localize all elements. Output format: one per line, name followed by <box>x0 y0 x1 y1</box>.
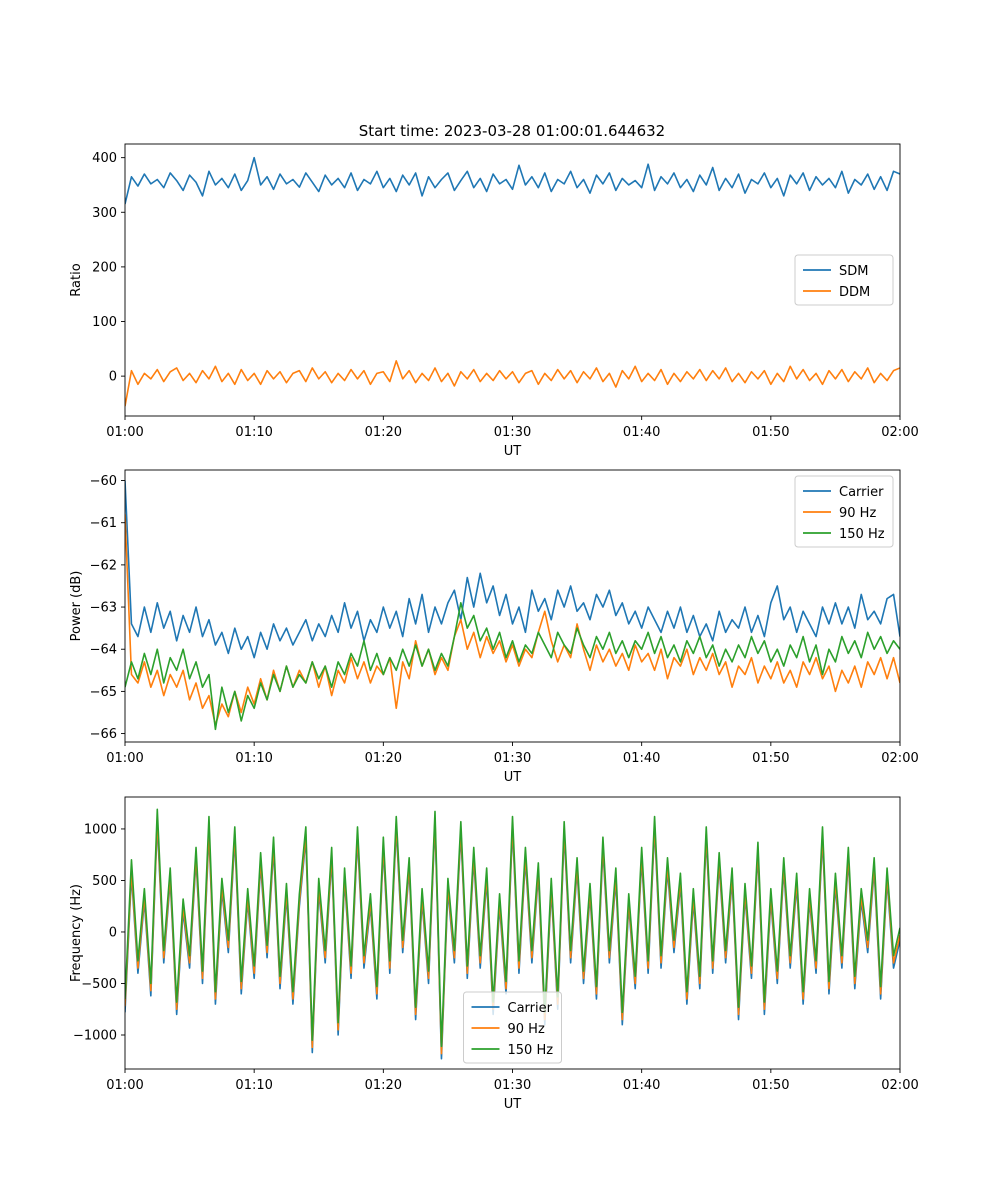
y-tick-label: −500 <box>81 977 117 992</box>
legend-label: 90 Hz <box>839 506 876 521</box>
legend-box <box>794 475 894 548</box>
y-tick-label: 0 <box>109 370 117 385</box>
x-tick-label: 01:00 <box>106 751 143 766</box>
legend-label: 150 Hz <box>839 527 885 542</box>
series-line-2 <box>125 808 900 1048</box>
x-axis-label: UT <box>504 770 522 785</box>
legend-label: DDM <box>839 285 870 300</box>
power-panel: 01:00 01:10 01:20 01:30 01:40 01:50 02:00 −60 −6… <box>69 469 919 785</box>
y-tick-label: 200 <box>92 260 117 275</box>
x-tick-label: 01:00 <box>106 425 143 440</box>
x-axis-label: UT <box>504 1097 522 1112</box>
y-axis-label: Ratio <box>69 263 84 296</box>
y-axis-label: Power (dB) <box>69 571 84 642</box>
x-tick-label: 01:30 <box>494 425 531 440</box>
x-axis-label: UT <box>504 444 522 459</box>
x-tick-label: 01:10 <box>235 425 272 440</box>
legend-box <box>794 254 894 306</box>
legend-label: 150 Hz <box>508 1043 554 1058</box>
y-tick-label: −61 <box>90 516 117 531</box>
y-tick-label: −60 <box>90 474 117 489</box>
series-line-0 <box>125 156 900 205</box>
x-tick-label: 01:20 <box>365 425 402 440</box>
series-line-2 <box>125 602 900 731</box>
y-tick-label: −62 <box>90 558 117 573</box>
x-tick-label: 01:40 <box>623 751 660 766</box>
frequency-panel: 01:00 01:10 01:20 01:30 01:40 01:50 02:00 1000 5… <box>69 796 919 1112</box>
figure-title: Start time: 2023-03-28 01:00:01.644632 <box>359 122 665 140</box>
legend: SDM DDM <box>794 254 894 306</box>
y-tick-label: −1000 <box>73 1029 117 1044</box>
legend-label: Carrier <box>839 485 884 500</box>
legend: Carrier 90 Hz 150 Hz <box>794 475 894 548</box>
series-line-1 <box>125 360 900 407</box>
y-tick-label: 0 <box>109 925 117 940</box>
x-tick-label: 01:00 <box>106 1078 143 1093</box>
x-tick-label: 01:40 <box>623 425 660 440</box>
series-line-1 <box>125 514 900 726</box>
x-tick-label: 01:40 <box>623 1078 660 1093</box>
y-tick-label: −64 <box>90 643 117 658</box>
x-tick-label: 01:50 <box>752 1078 789 1093</box>
x-tick-label: 02:00 <box>881 425 918 440</box>
x-tick-label: 01:20 <box>365 1078 402 1093</box>
x-tick-label: 01:10 <box>235 751 272 766</box>
x-tick-label: 01:10 <box>235 1078 272 1093</box>
x-tick-label: 02:00 <box>881 1078 918 1093</box>
y-tick-label: 1000 <box>84 822 117 837</box>
legend: Carrier 90 Hz 150 Hz <box>463 991 562 1064</box>
x-tick-label: 02:00 <box>881 751 918 766</box>
x-tick-label: 01:50 <box>752 425 789 440</box>
x-tick-label: 01:30 <box>494 1078 531 1093</box>
y-axis-label: Frequency (Hz) <box>69 884 84 982</box>
legend-label: Carrier <box>508 1001 553 1016</box>
x-tick-label: 01:30 <box>494 751 531 766</box>
y-tick-label: 100 <box>92 315 117 330</box>
y-tick-label: 400 <box>92 151 117 166</box>
legend-label: 90 Hz <box>508 1022 545 1037</box>
x-tick-label: 01:50 <box>752 751 789 766</box>
x-tick-label: 01:20 <box>365 751 402 766</box>
y-tick-label: 300 <box>92 206 117 221</box>
series-line-0 <box>125 480 900 659</box>
y-tick-label: 500 <box>92 874 117 889</box>
y-tick-label: −66 <box>90 727 117 742</box>
legend-box <box>463 991 562 1064</box>
y-tick-label: −65 <box>90 685 117 700</box>
ratio-panel: 01:00 01:10 01:20 01:30 01:40 01:50 02:00 0 100 2… <box>69 143 919 459</box>
y-tick-label: −63 <box>90 601 117 616</box>
legend-label: SDM <box>839 264 868 279</box>
